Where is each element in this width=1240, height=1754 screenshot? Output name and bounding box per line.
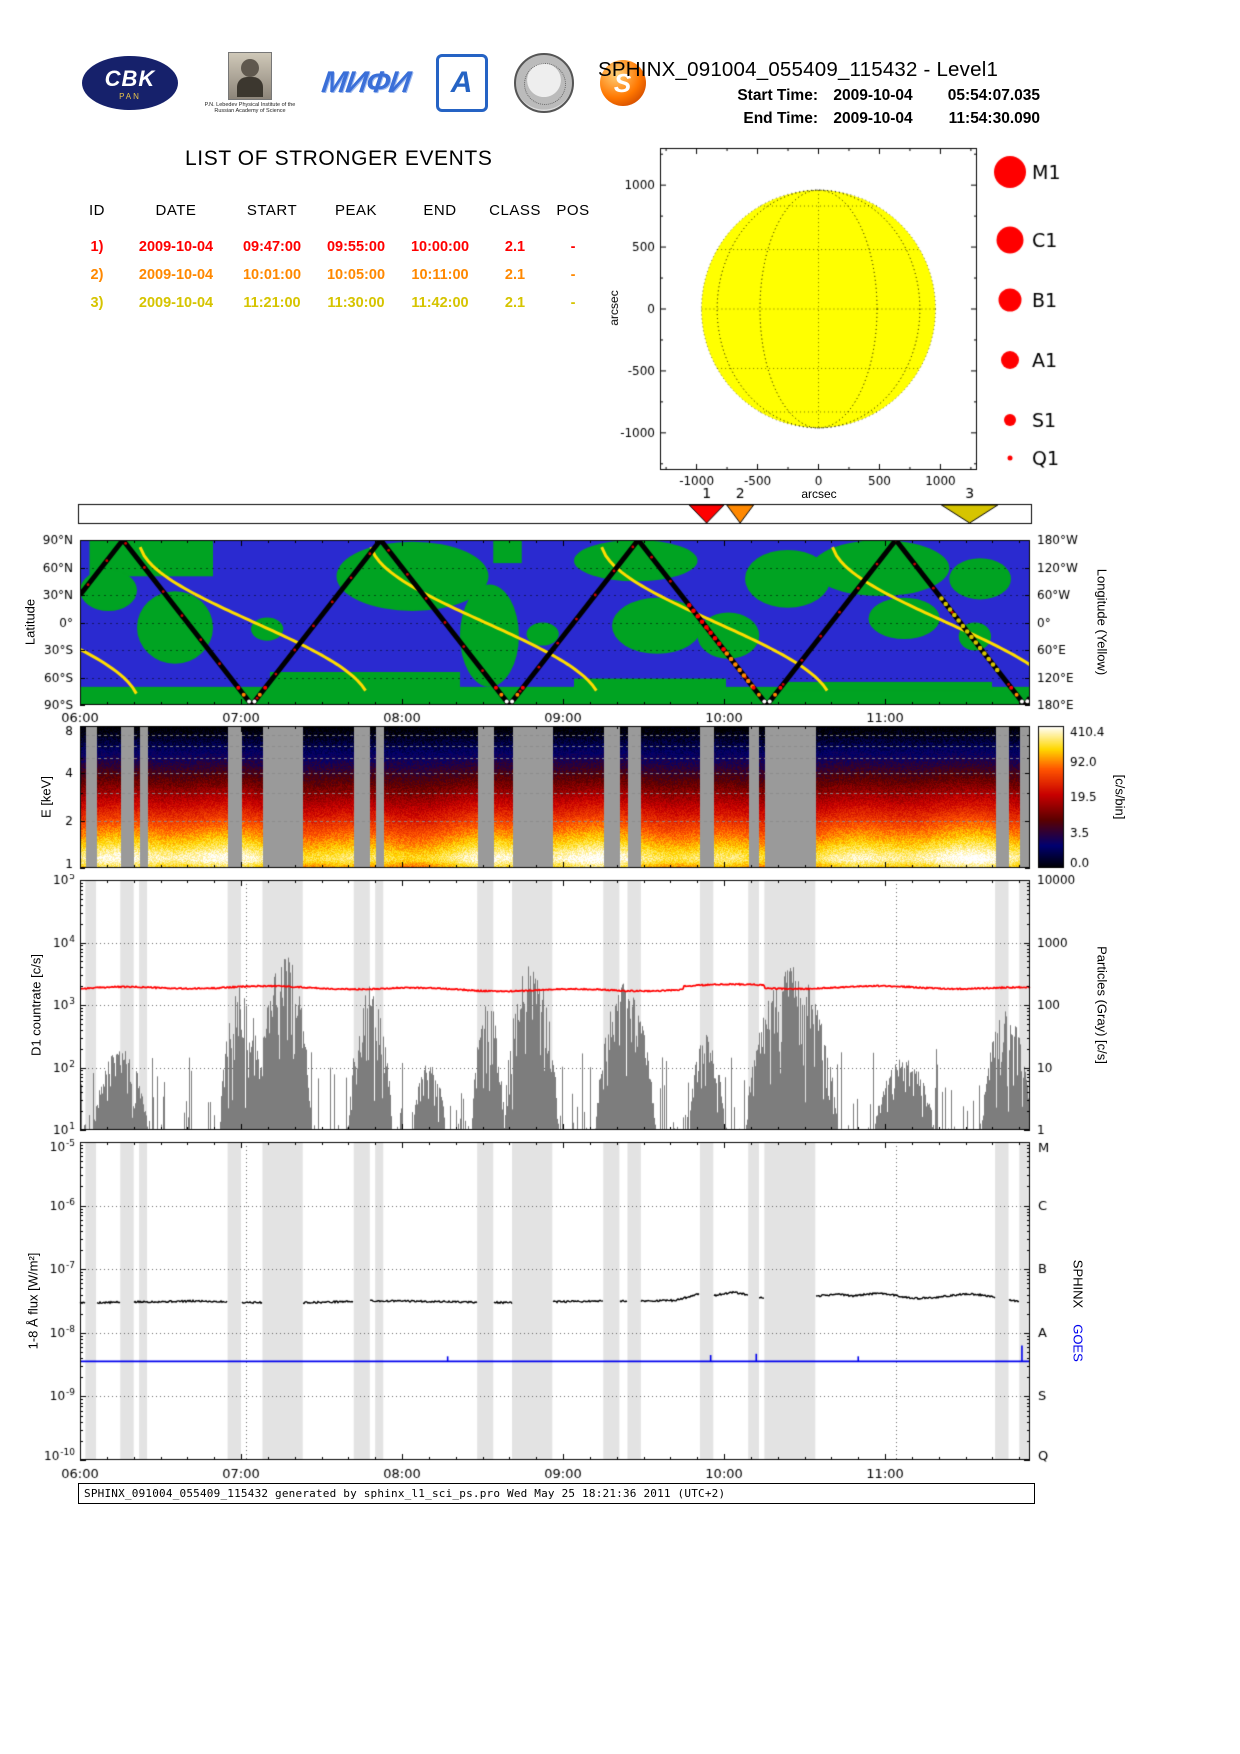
end-time-date: 2009-10-04 [833,110,913,127]
ground-track-chart [0,532,1240,732]
lebedev-portrait-icon [228,52,272,100]
event-1-id: 1) [90,239,104,255]
col-pos: POS [556,202,590,219]
page-title: SPHINX_091004_055409_115432 - Level1 [598,58,999,81]
cbk-pan-logo: CBK PAN [82,56,178,110]
col-date: DATE [155,202,197,219]
events-header-row: ID DATE START PEAK END CLASS POS [72,196,598,233]
end-time-row: End Time: 2009-10-04 11:54:30.090 [598,110,1040,128]
flux-chart [0,1136,1240,1488]
cbk-logo-text: CBK [104,65,156,91]
energy-spectrogram-chart [0,720,1240,872]
event-2-start: 10:01:00 [242,267,302,283]
start-time-label: Start Time: [737,87,818,104]
sphinx-mission-logo: S [599,60,646,106]
event-1-peak: 09:55:00 [326,239,386,255]
end-time-clock: 11:54:30.090 [948,110,1040,127]
mephi-logo-text: МИФИ [319,66,412,99]
sphinx-logo-text: S [613,67,632,98]
arch-logo-text: A [450,66,473,99]
title-block: SPHINX_091004_055409_115432 - Level1 Sta… [598,58,1040,128]
colorbar-title: [c/s/bin] [1112,774,1128,820]
start-time-clock: 05:54:07.035 [947,87,1040,104]
event-3-id: 3) [90,295,104,311]
col-peak: PEAK [334,202,378,219]
col-start: START [246,202,298,219]
lebedev-institute-logo: P.N. Lebedev Physical Institute of the R… [204,52,296,114]
event-3-pos: - [570,295,576,311]
goes-series-label: GOES [1070,1324,1086,1362]
event-1-class: 2.1 [504,239,526,255]
event-3-peak: 11:30:00 [327,295,385,311]
event-3-start: 11:21:00 [243,295,301,311]
event-row-1: 1) 2009-10-04 09:47:00 09:55:00 10:00:00… [72,233,598,261]
sun-xaxis-title: arcsec [801,487,837,501]
sun-yaxis-title: arcsec [607,290,621,326]
countrate-yaxis-title: D1 countrate [c/s] [28,954,44,1056]
event-row-3: 3) 2009-10-04 11:21:00 11:30:00 11:42:00… [72,289,598,317]
event-row-2: 2) 2009-10-04 10:01:00 10:05:00 10:11:00… [72,261,598,289]
lebedev-caption: P.N. Lebedev Physical Institute of the R… [204,102,296,114]
events-table: ID DATE START PEAK END CLASS POS 1) 2009… [72,196,598,317]
event-2-end: 10:11:00 [411,267,469,283]
event-1-date: 2009-10-04 [138,239,214,255]
academy-seal-icon [513,53,574,113]
event-2-pos: - [570,267,576,283]
cbk-pan-text: PAN [119,91,141,101]
map-longitude-axis-title: Longitude (Yellow) [1094,568,1110,676]
event-marker-strip [0,480,1240,532]
spectrogram-yaxis-title: E [keV] [38,776,54,818]
event-1-end: 10:00:00 [410,239,470,255]
event-1-pos: - [570,239,576,255]
start-time-date: 2009-10-04 [833,87,913,104]
logo-row: CBK PAN P.N. Lebedev Physical Institute … [82,52,646,114]
events-list-title: LIST OF STRONGER EVENTS [185,147,493,170]
generation-footer: SPHINX_091004_055409_115432 generated by… [78,1483,1035,1504]
col-class: CLASS [489,202,541,219]
col-id: ID [89,202,105,219]
particles-yaxis-title: Particles (Gray) [c/s] [1094,946,1110,1064]
event-1-start: 09:47:00 [242,239,302,255]
flux-yaxis-title: 1-8 Å flux [W/m²] [25,1252,41,1350]
event-2-date: 2009-10-04 [138,267,214,283]
col-end: END [423,202,457,219]
event-2-id: 2) [90,267,104,283]
event-3-end: 11:42:00 [411,295,469,311]
event-3-class: 2.1 [504,295,526,311]
sphinx-series-label: SPHINX [1070,1259,1086,1309]
event-3-date: 2009-10-04 [138,295,214,311]
arch-institute-logo: A [435,54,488,112]
event-2-peak: 10:05:00 [326,267,386,283]
sun-disk-chart [590,138,1060,503]
map-latitude-axis-title: Latitude [22,598,38,646]
end-time-label: End Time: [743,110,818,127]
countrate-chart [0,874,1240,1136]
event-2-class: 2.1 [504,267,526,283]
mephi-logo: МИФИ [320,66,412,100]
start-time-row: Start Time: 2009-10-04 05:54:07.035 [598,87,1040,105]
